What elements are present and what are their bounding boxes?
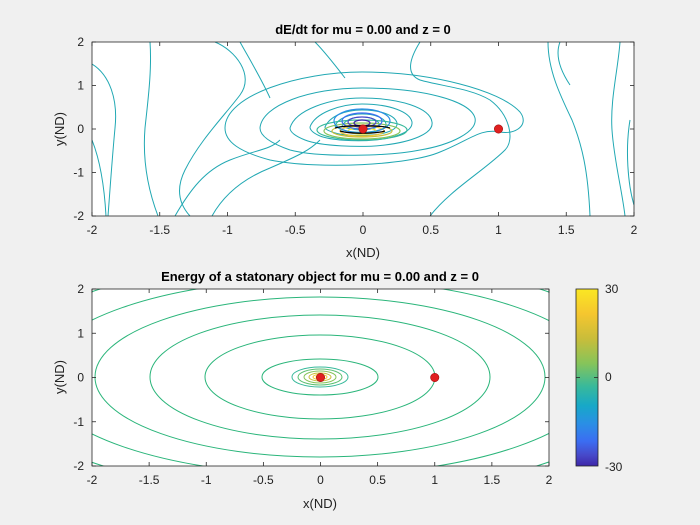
x-axis-label-bottom: x(ND)	[303, 496, 337, 511]
x-tick-label: 1.5	[558, 223, 575, 237]
x-tick-label: 1	[431, 473, 438, 487]
y-tick-label: -1	[73, 166, 84, 180]
y-tick-label: 0	[77, 371, 84, 385]
x-tick-label: -1.5	[149, 223, 170, 237]
contour-lines	[92, 289, 549, 466]
x-tick-label: 0.5	[422, 223, 439, 237]
y-tick-label: 1	[77, 326, 84, 340]
body-marker	[430, 372, 440, 382]
x-tick-label: 0	[360, 223, 367, 237]
colorbar-tick-label: 0	[605, 370, 612, 384]
contour-core	[291, 366, 349, 388]
x-ticks-top: -2 -1.5 -1 -0.5 0 0.5 1 1.5 2	[87, 42, 638, 237]
markers-bottom	[315, 372, 440, 382]
x-axis-label-top: x(ND)	[346, 245, 380, 260]
y-tick-label: 1	[77, 79, 84, 93]
x-tick-label: -2	[87, 223, 98, 237]
y-tick-label: -2	[73, 209, 84, 223]
subplot-bottom: -2 -1.5 -1 -0.5 0 0.5 1 1.5 2 -2 -1 0 1 2 Energy of …	[52, 269, 553, 511]
x-tick-label: -1	[222, 223, 233, 237]
x-tick-label: 2	[546, 473, 553, 487]
y-tick-label: -1	[73, 415, 84, 429]
colorbar-tick-label: 30	[605, 282, 619, 296]
chart-title-bottom: Energy of a statonary object for mu = 0.…	[161, 269, 479, 284]
x-tick-label: 0	[317, 473, 324, 487]
x-tick-label: -2	[87, 473, 98, 487]
x-tick-label: -1.5	[139, 473, 160, 487]
body-marker	[358, 124, 368, 134]
markers-top	[358, 124, 503, 134]
chart-title-top: dE/dt for mu = 0.00 and z = 0	[275, 22, 451, 37]
y-tick-label: 2	[77, 35, 84, 49]
body-marker	[493, 124, 503, 134]
x-tick-label: -0.5	[253, 473, 274, 487]
x-tick-label: -1	[201, 473, 212, 487]
colorbar: 30 0 -30	[575, 282, 623, 474]
x-ticks-bottom: -2 -1.5 -1 -0.5 0 0.5 1 1.5 2	[87, 289, 553, 487]
x-tick-label: -0.5	[285, 223, 306, 237]
y-tick-label: 2	[77, 282, 84, 296]
y-tick-label: 0	[77, 122, 84, 136]
contour-lines	[92, 42, 634, 216]
colorbar-tick-label: -30	[605, 460, 623, 474]
y-tick-label: -2	[73, 459, 84, 473]
y-ticks-top: -2 -1 0 1 2	[73, 35, 634, 223]
subplot-top: -2 -1.5 -1 -0.5 0 0.5 1 1.5 2 -2 -1 0 1 2 dE/dt for …	[52, 22, 638, 260]
y-ticks-bottom: -2 -1 0 1 2	[73, 282, 549, 473]
x-tick-label: 1	[495, 223, 502, 237]
y-axis-label-bottom: y(ND)	[52, 360, 67, 394]
x-tick-label: 1.5	[484, 473, 501, 487]
x-tick-label: 0.5	[369, 473, 386, 487]
body-marker	[315, 372, 325, 382]
x-tick-label: 2	[631, 223, 638, 237]
y-axis-label-top: y(ND)	[52, 112, 67, 146]
